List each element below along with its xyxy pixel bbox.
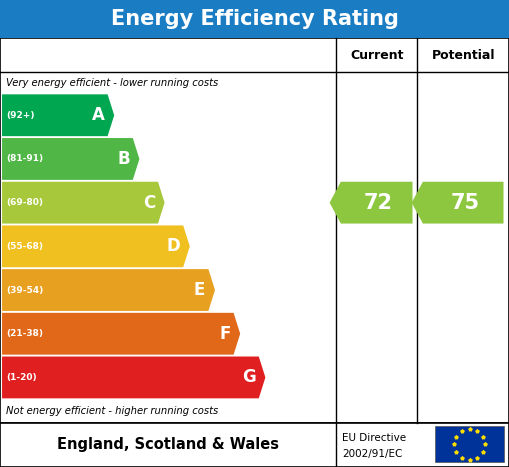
Text: G: G bbox=[242, 368, 256, 386]
Polygon shape bbox=[2, 94, 114, 136]
Bar bbox=[0, 423, 509, 467]
Text: Very energy efficient - lower running costs: Very energy efficient - lower running co… bbox=[6, 78, 218, 88]
Text: EU Directive: EU Directive bbox=[342, 433, 406, 443]
Polygon shape bbox=[2, 356, 265, 398]
Text: 75: 75 bbox=[450, 193, 479, 212]
Text: E: E bbox=[194, 281, 205, 299]
Text: Energy Efficiency Rating: Energy Efficiency Rating bbox=[110, 9, 399, 29]
Text: (21-38): (21-38) bbox=[6, 329, 43, 338]
Text: B: B bbox=[117, 150, 130, 168]
Text: D: D bbox=[166, 237, 180, 255]
Bar bbox=[0, 38, 509, 423]
Text: England, Scotland & Wales: England, Scotland & Wales bbox=[57, 437, 279, 453]
Text: (81-91): (81-91) bbox=[6, 155, 43, 163]
Text: Potential: Potential bbox=[432, 49, 495, 62]
Bar bbox=[435, 426, 504, 462]
Polygon shape bbox=[2, 182, 164, 224]
Bar bbox=[0, 0, 509, 38]
Text: (69-80): (69-80) bbox=[6, 198, 43, 207]
Text: C: C bbox=[143, 194, 155, 212]
Polygon shape bbox=[2, 313, 240, 354]
Text: F: F bbox=[219, 325, 231, 343]
Polygon shape bbox=[2, 138, 139, 180]
Text: (1-20): (1-20) bbox=[6, 373, 37, 382]
Polygon shape bbox=[330, 182, 412, 224]
Text: 72: 72 bbox=[364, 193, 393, 212]
Polygon shape bbox=[412, 182, 503, 224]
Text: A: A bbox=[92, 106, 104, 124]
Text: Current: Current bbox=[350, 49, 404, 62]
Text: (39-54): (39-54) bbox=[6, 285, 43, 295]
Polygon shape bbox=[2, 269, 215, 311]
Polygon shape bbox=[2, 226, 190, 267]
Text: Not energy efficient - higher running costs: Not energy efficient - higher running co… bbox=[6, 406, 218, 417]
Text: 2002/91/EC: 2002/91/EC bbox=[342, 449, 403, 459]
Text: (92+): (92+) bbox=[6, 111, 35, 120]
Text: (55-68): (55-68) bbox=[6, 242, 43, 251]
